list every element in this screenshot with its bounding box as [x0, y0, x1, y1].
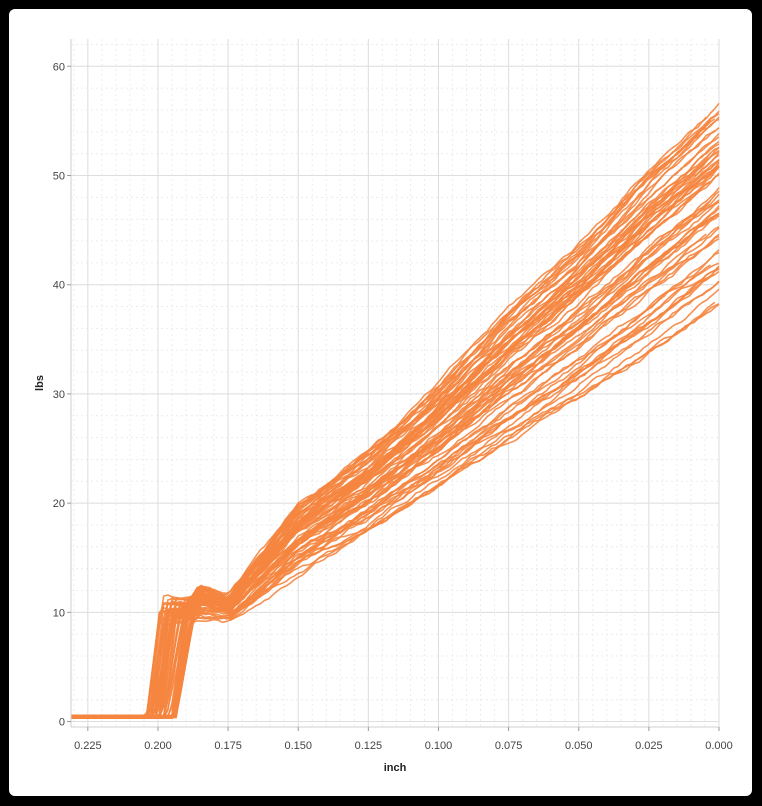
- series-line: [71, 235, 720, 718]
- x-tick-label: 0.225: [74, 740, 102, 752]
- series-line: [71, 158, 720, 718]
- x-axis-title: inch: [384, 762, 407, 774]
- series-group: [71, 102, 720, 719]
- y-axis-title: lbs: [34, 375, 46, 391]
- y-tick-label: 40: [53, 280, 65, 292]
- x-tick-label: 0.175: [214, 740, 242, 752]
- series-line: [71, 113, 720, 719]
- series-line: [71, 226, 720, 719]
- x-axis-ticks: 0.225 0.200 0.175 0.150 0.125 0.100 0.075 0.050…: [74, 727, 733, 752]
- y-axis-ticks: 0 10 20 30 40 50 60: [53, 61, 71, 729]
- series-line: [71, 233, 707, 717]
- x-tick-label: 0.100: [425, 740, 453, 752]
- y-tick-label: 20: [53, 498, 65, 510]
- y-tick-label: 50: [53, 171, 65, 183]
- series-line: [71, 129, 716, 719]
- x-tick-label: 0.025: [635, 740, 663, 752]
- x-tick-label: 0.075: [495, 740, 523, 752]
- y-tick-label: 0: [59, 717, 65, 729]
- x-tick-label: 0.150: [284, 740, 312, 752]
- series-line: [71, 154, 720, 719]
- series-line: [71, 237, 720, 719]
- y-tick-label: 30: [53, 389, 65, 401]
- y-tick-label: 10: [53, 607, 65, 619]
- line-chart: 0.225 0.200 0.175 0.150 0.125 0.100 0.075 0.050…: [34, 39, 733, 774]
- y-tick-label: 60: [53, 61, 65, 73]
- x-tick-label: 0.050: [565, 740, 593, 752]
- x-tick-label: 0.000: [705, 740, 733, 752]
- series-line: [71, 133, 720, 719]
- x-tick-label: 0.125: [355, 740, 383, 752]
- x-tick-label: 0.200: [144, 740, 172, 752]
- chart-card: 0.225 0.200 0.175 0.150 0.125 0.100 0.075 0.050…: [9, 9, 752, 796]
